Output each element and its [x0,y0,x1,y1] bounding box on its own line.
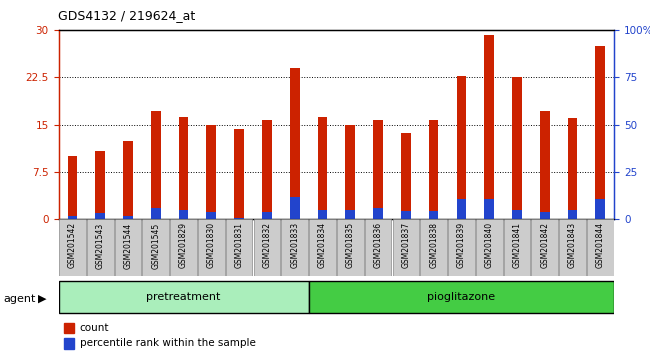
Bar [484,34,494,219]
Text: GSM201833: GSM201833 [290,222,299,268]
FancyBboxPatch shape [532,219,558,276]
Bar [151,208,161,219]
Bar [595,46,605,219]
Bar [290,198,300,219]
Bar [290,68,300,219]
Bar [151,111,161,219]
Text: GSM201836: GSM201836 [374,222,383,268]
Text: GSM201844: GSM201844 [596,222,605,268]
FancyBboxPatch shape [365,219,391,276]
Bar [179,210,188,219]
Text: GSM201830: GSM201830 [207,222,216,268]
FancyBboxPatch shape [421,219,447,276]
Text: GSM201832: GSM201832 [263,222,272,268]
FancyBboxPatch shape [226,219,252,276]
Text: percentile rank within the sample: percentile rank within the sample [79,338,255,348]
Bar [262,212,272,219]
Text: GSM201840: GSM201840 [485,222,494,268]
Bar [567,119,577,219]
Bar [96,151,105,219]
Text: GSM201544: GSM201544 [124,222,133,269]
Bar [456,199,466,219]
Bar [318,210,328,219]
Text: GSM201842: GSM201842 [540,222,549,268]
FancyBboxPatch shape [59,219,86,276]
Text: GSM201843: GSM201843 [568,222,577,268]
Text: GSM201838: GSM201838 [429,222,438,268]
FancyBboxPatch shape [309,281,614,313]
FancyBboxPatch shape [559,219,586,276]
FancyBboxPatch shape [309,219,336,276]
FancyBboxPatch shape [448,219,474,276]
Text: GSM201835: GSM201835 [346,222,355,268]
FancyBboxPatch shape [281,219,308,276]
FancyBboxPatch shape [476,219,502,276]
FancyBboxPatch shape [87,219,114,276]
FancyBboxPatch shape [142,219,169,276]
FancyBboxPatch shape [504,219,530,276]
Bar [401,133,411,219]
Text: ▶: ▶ [38,294,46,304]
Bar [68,156,77,219]
Text: count: count [79,323,109,333]
Bar [123,141,133,219]
Bar [64,323,74,333]
Text: pretreatment: pretreatment [146,292,221,302]
Bar [64,338,74,349]
FancyBboxPatch shape [254,219,280,276]
Bar [512,210,522,219]
Bar [262,120,272,219]
Bar [345,210,355,219]
Text: GSM201841: GSM201841 [512,222,521,268]
FancyBboxPatch shape [587,219,614,276]
Bar [68,216,77,219]
Text: GSM201831: GSM201831 [235,222,244,268]
Text: GSM201543: GSM201543 [96,222,105,269]
Text: GSM201839: GSM201839 [457,222,466,268]
Text: GSM201834: GSM201834 [318,222,327,268]
Bar [540,111,550,219]
Bar [318,117,328,219]
Bar [234,218,244,219]
Text: GDS4132 / 219624_at: GDS4132 / 219624_at [58,9,196,22]
FancyBboxPatch shape [58,281,309,313]
Bar [429,211,439,219]
FancyBboxPatch shape [337,219,363,276]
Bar [123,216,133,219]
Text: GSM201545: GSM201545 [151,222,161,269]
Text: GSM201542: GSM201542 [68,222,77,268]
Text: pioglitazone: pioglitazone [427,292,495,302]
Bar [373,208,383,219]
Bar [429,120,439,219]
Bar [234,129,244,219]
Text: agent: agent [3,294,36,304]
Bar [512,78,522,219]
Bar [207,125,216,219]
Text: GSM201829: GSM201829 [179,222,188,268]
Bar [401,211,411,219]
Bar [567,210,577,219]
Text: GSM201837: GSM201837 [401,222,410,268]
Bar [540,212,550,219]
Bar [484,199,494,219]
FancyBboxPatch shape [114,219,141,276]
FancyBboxPatch shape [198,219,225,276]
Bar [96,213,105,219]
Bar [345,125,355,219]
FancyBboxPatch shape [393,219,419,276]
Bar [179,116,188,219]
FancyBboxPatch shape [170,219,197,276]
Bar [456,76,466,219]
Bar [595,199,605,219]
Bar [373,120,383,219]
Bar [207,212,216,219]
